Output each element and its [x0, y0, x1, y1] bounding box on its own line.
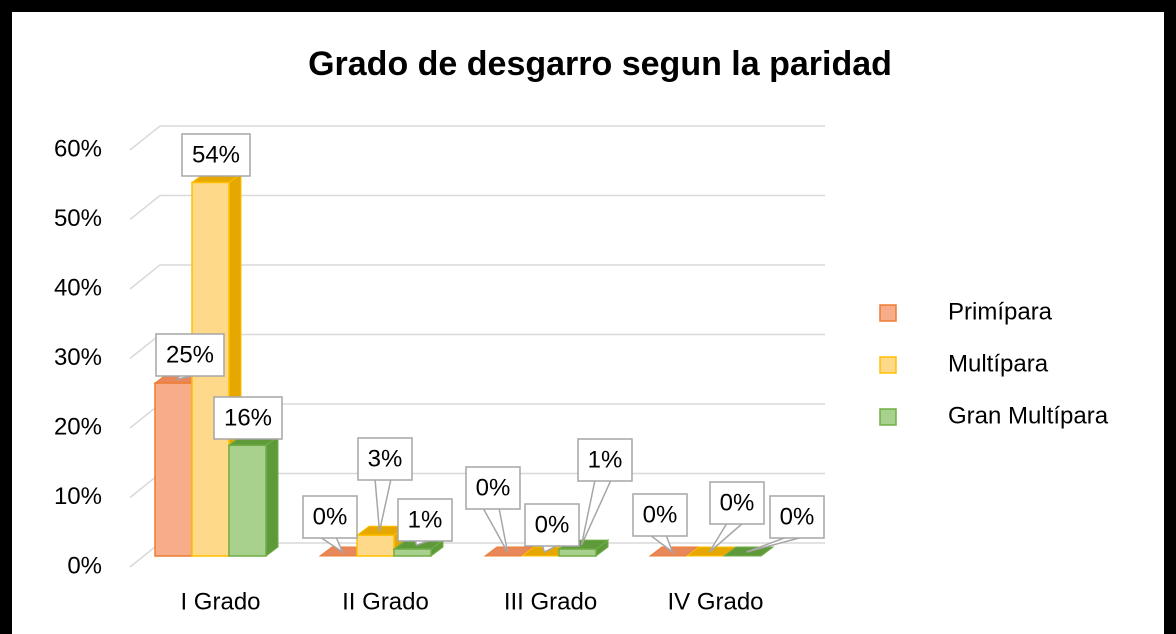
x-tick-label: II Grado: [342, 588, 429, 615]
y-tick-label: 20%: [54, 413, 102, 440]
x-tick-label: III Grado: [504, 588, 597, 615]
callout-box: [524, 503, 580, 547]
data-label: 3%: [368, 445, 403, 472]
bar: [228, 444, 267, 557]
callout-box: [397, 498, 453, 542]
x-tick-label: IV Grado: [667, 588, 763, 615]
grid-line: [129, 194, 825, 221]
callout-box: [709, 481, 765, 525]
data-label: 0%: [535, 511, 570, 538]
bar: [558, 548, 597, 557]
data-label: 0%: [476, 474, 511, 501]
callout-box: [357, 437, 413, 481]
data-label: 0%: [643, 501, 678, 528]
legend-label: Multípara: [948, 350, 1049, 377]
data-label: 0%: [780, 503, 815, 530]
callout-box: [213, 396, 283, 440]
callout-box: [769, 495, 825, 539]
chart-title: Grado de desgarro segun la paridad: [308, 45, 892, 83]
bar: [356, 534, 395, 557]
data-label: 54%: [192, 141, 240, 168]
data-label: 25%: [166, 341, 214, 368]
legend-label: Gran Multípara: [948, 402, 1109, 429]
data-label: 16%: [224, 404, 272, 431]
y-tick-label: 50%: [54, 205, 102, 232]
legend-label: Primípara: [948, 298, 1053, 325]
bar: [393, 548, 432, 557]
bar-side: [265, 435, 279, 557]
grid-line: [129, 125, 825, 151]
callout-box: [181, 133, 251, 177]
data-label: 1%: [408, 506, 443, 533]
callout-box: [465, 466, 521, 510]
callout-box: [632, 493, 688, 537]
data-label: 0%: [720, 489, 755, 516]
grid-line: [129, 264, 825, 290]
legend-swatch: [879, 356, 897, 374]
y-tick-label: 30%: [54, 344, 102, 371]
y-tick-label: 10%: [54, 483, 102, 510]
callout-box: [302, 495, 358, 539]
y-tick-label: 40%: [54, 274, 102, 301]
legend-swatch: [879, 408, 897, 426]
y-tick-label: 60%: [54, 135, 102, 162]
legend-swatch: [879, 304, 897, 322]
data-label: 0%: [313, 503, 348, 530]
y-tick-label: 0%: [67, 552, 102, 579]
callout-box: [577, 438, 633, 482]
data-label: 1%: [588, 446, 623, 473]
callout-box: [155, 333, 225, 377]
bar: [154, 382, 193, 557]
x-tick-label: I Grado: [180, 588, 260, 615]
